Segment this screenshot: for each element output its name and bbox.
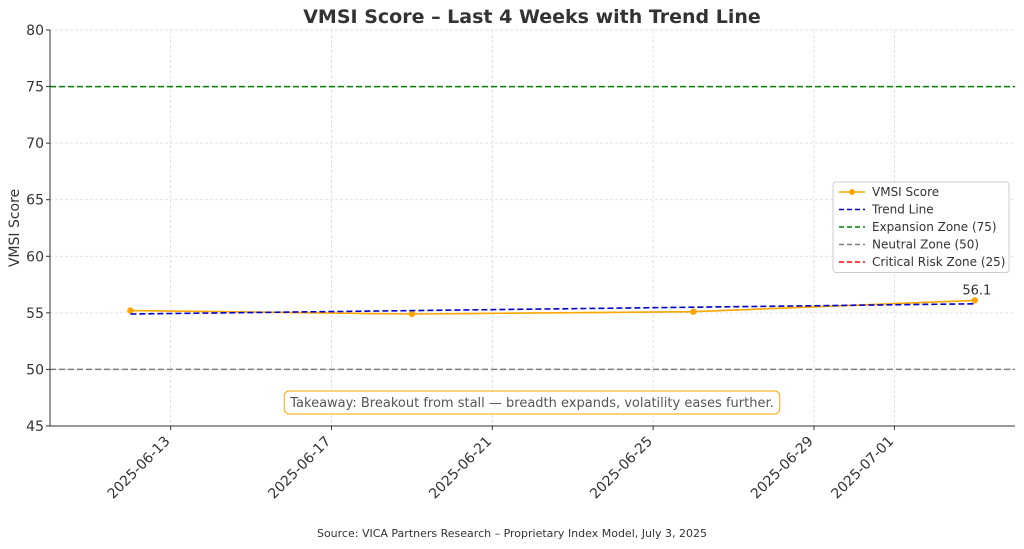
- y-tick-label: 70: [26, 136, 44, 152]
- chart-title: VMSI Score – Last 4 Weeks with Trend Lin…: [303, 6, 761, 28]
- legend-box: [832, 181, 1010, 273]
- reference-lines: [50, 85, 1015, 371]
- legend: VMSI Score Trend Line Expansion Zone (75) N…: [832, 181, 1010, 273]
- x-tick-label: 2025-06-29: [748, 434, 817, 503]
- y-tick-label: 50: [26, 362, 44, 378]
- source-note: Source: VICA Partners Research – Proprie…: [316, 527, 708, 540]
- last-value-label: 56.1: [962, 283, 991, 298]
- vmsi-score-point: [408, 310, 416, 318]
- legend-label: VMSI Score: [872, 185, 939, 199]
- vmsi-score-point: [971, 297, 978, 304]
- y-tick-label: 55: [26, 306, 44, 322]
- takeaway-annotation: Takeaway: Breakout from stall — breadth …: [289, 396, 774, 411]
- legend-label: Expansion Zone (75): [872, 220, 997, 234]
- series-layer: [127, 297, 978, 318]
- vmsi-score-point: [127, 307, 134, 314]
- x-tick-label: 2025-06-13: [105, 434, 174, 503]
- takeaway-box: [283, 390, 781, 415]
- x-tick-label: 2025-06-17: [265, 434, 334, 503]
- legend-label: Critical Risk Zone (25): [872, 255, 1005, 269]
- y-tick-label: 60: [26, 249, 44, 265]
- x-tick-label: 2025-06-25: [587, 434, 656, 503]
- vmsi-score-point: [690, 308, 697, 315]
- trend-line: [130, 303, 975, 315]
- legend-label: Neutral Zone (50): [872, 238, 979, 252]
- legend-marker: [849, 189, 855, 195]
- legend-label: Trend Line: [871, 203, 934, 217]
- axes: [49, 30, 1015, 427]
- y-tick-label: 65: [26, 193, 44, 209]
- y-tick-label: 75: [26, 80, 44, 96]
- tick-labels: 45 50 55 60 65 70 75 80 2025-06-13 2025-06-17 2025…: [26, 23, 897, 502]
- annotation-layer: 56.1 Takeaway: Breakout from stall — brea…: [283, 283, 991, 415]
- y-tick-label: 45: [26, 419, 44, 435]
- y-tick-label: 80: [26, 23, 44, 39]
- x-tick-label: 2025-06-21: [426, 434, 495, 503]
- y-axis-label: VMSI Score: [7, 189, 23, 267]
- x-tick-label: 2025-07-01: [828, 434, 897, 503]
